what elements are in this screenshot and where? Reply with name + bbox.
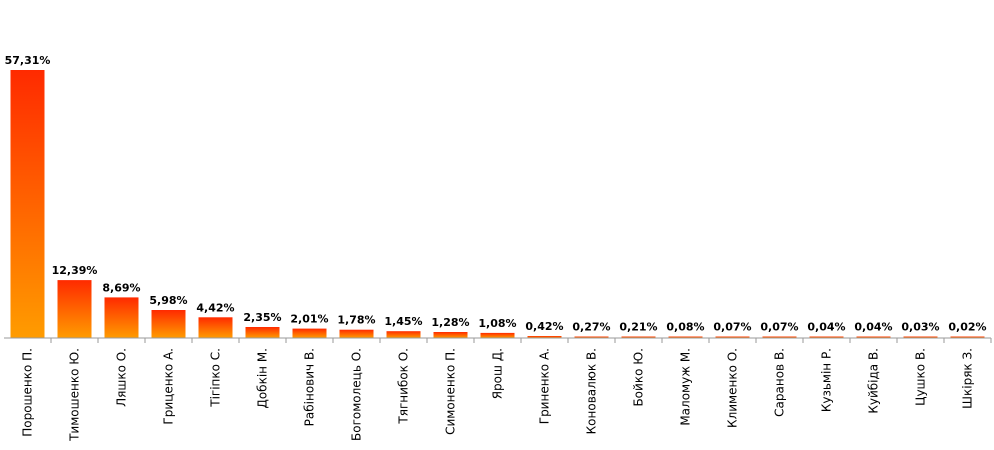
bar <box>809 336 844 338</box>
bar <box>292 328 327 338</box>
bar <box>856 336 891 338</box>
category-label: Коновалюк В. <box>585 348 599 434</box>
category-label: Ляшко О. <box>115 348 129 407</box>
bar-value-label: 1,28% <box>431 316 469 329</box>
bar-value-label: 0,07% <box>760 321 798 334</box>
bar-value-label: 5,98% <box>149 294 187 307</box>
category-label: Цушко В. <box>914 348 928 406</box>
bar-value-label: 4,42% <box>196 301 234 314</box>
bar <box>104 297 139 338</box>
category-label: Кузьмін Р. <box>820 348 834 412</box>
category-label: Бойко Ю. <box>632 348 646 407</box>
category-label: Шкіряк З. <box>961 348 975 409</box>
bar-value-label: 0,27% <box>572 321 610 334</box>
bar-value-label: 57,31% <box>5 54 51 67</box>
bar-value-label: 2,35% <box>243 311 281 324</box>
category-label: Маломуж М. <box>679 348 693 426</box>
category-label: Порошенко П. <box>21 348 35 437</box>
category-labels-group: Порошенко П. Тимошенко Ю. Ляшко О. Гриценко… <box>21 348 975 442</box>
category-label: Саранов В. <box>773 348 787 417</box>
category-label: Ярош Д. <box>491 348 505 399</box>
bar <box>245 327 280 338</box>
bar-value-label: 0,42% <box>525 320 563 333</box>
bar <box>198 317 233 338</box>
bar <box>10 70 45 338</box>
category-label: Гриценко А. <box>162 348 176 425</box>
bar-value-label: 2,01% <box>290 313 328 326</box>
bar <box>339 329 374 338</box>
category-label: Рабінович В. <box>303 348 317 426</box>
bar-value-label: 1,45% <box>384 315 422 328</box>
bar-value-label: 0,02% <box>948 321 986 334</box>
bar-value-label: 0,04% <box>807 321 845 334</box>
category-label: Куйбіда В. <box>867 348 881 414</box>
bar-value-label: 0,03% <box>901 321 939 334</box>
bar <box>668 336 703 338</box>
bar <box>621 336 656 338</box>
x-axis <box>4 337 992 343</box>
bar <box>715 336 750 338</box>
bar-value-label: 0,07% <box>713 321 751 334</box>
bars-group <box>10 70 985 338</box>
category-label: Симоненко П. <box>444 348 458 435</box>
bar-value-label: 12,39% <box>52 264 98 277</box>
bar-value-label: 8,69% <box>102 281 140 294</box>
category-label: Гриненко А. <box>538 348 552 424</box>
category-label: Тягнибок О. <box>397 348 411 425</box>
bar <box>433 332 468 338</box>
value-labels-group: 57,31% 12,39% 8,69% 5,98% 4,42% 2,35% 2,01% 1,7… <box>5 54 987 334</box>
bar-value-label: 0,04% <box>854 321 892 334</box>
category-label: Добкін М. <box>256 348 270 409</box>
bar <box>527 336 562 338</box>
bar <box>151 310 186 338</box>
bar <box>903 336 938 338</box>
category-label: Тігіпко С. <box>209 348 223 408</box>
bar-value-label: 1,08% <box>478 317 516 330</box>
category-label: Богомолець О. <box>350 348 364 441</box>
bar <box>762 336 797 338</box>
bar <box>57 280 92 338</box>
category-label: Тимошенко Ю. <box>68 348 82 442</box>
bar-value-label: 0,21% <box>619 321 657 334</box>
bar <box>386 331 421 338</box>
bar <box>480 332 515 338</box>
bar-value-label: 1,78% <box>337 314 375 327</box>
bar-value-label: 0,08% <box>666 321 704 334</box>
bar <box>950 336 985 338</box>
bar <box>574 336 609 338</box>
category-label: Клименко О. <box>726 348 740 428</box>
